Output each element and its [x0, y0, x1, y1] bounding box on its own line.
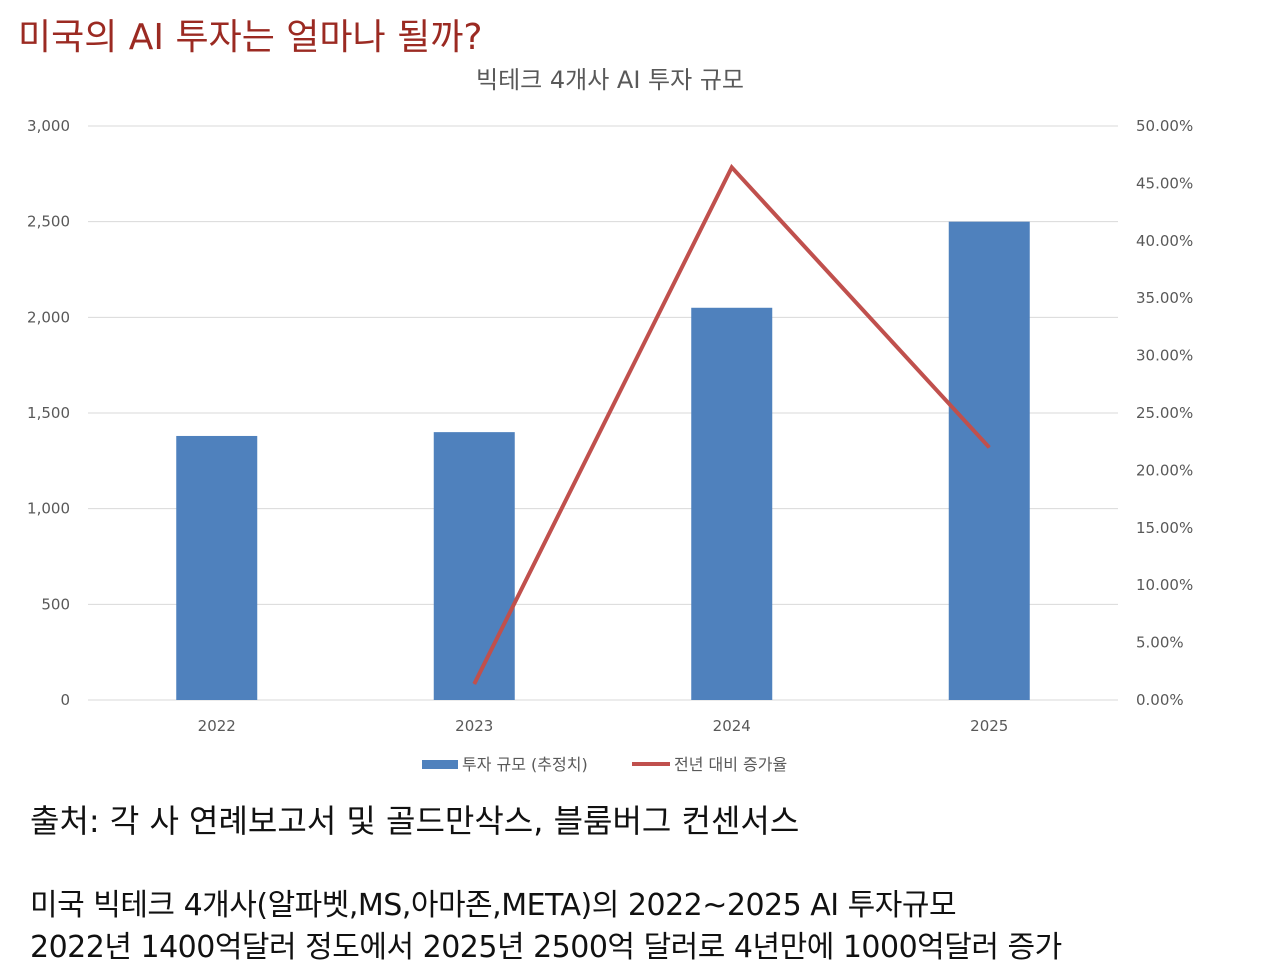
bar-2022 — [176, 435, 258, 700]
chart-title: 빅테크 4개사 AI 투자 규모 — [476, 66, 744, 94]
legend-label-bar: 투자 규모 (추정치) — [462, 755, 588, 774]
y2-tick-label: 20.00% — [1136, 461, 1193, 479]
growth-point-2024 — [731, 166, 733, 168]
x-tick-label: 2023 — [455, 717, 493, 735]
y2-tick-label: 0.00% — [1136, 691, 1184, 709]
description-line-1: 미국 빅테크 4개사(알파벳,MS,아마존,META)의 2022~2025 A… — [30, 888, 957, 923]
y2-tick-label: 5.00% — [1136, 634, 1184, 652]
y2-tick-label: 50.00% — [1136, 117, 1193, 135]
y2-tick-label: 40.00% — [1136, 232, 1193, 250]
growth-point-2023 — [473, 683, 475, 685]
bar-2025 — [948, 221, 1030, 700]
source-note: 출처: 각 사 연례보고서 및 골드만삭스, 블룸버그 컨센서스 — [30, 802, 800, 840]
bar-2024 — [691, 307, 773, 700]
y2-tick-label: 10.00% — [1136, 576, 1193, 594]
left-axis-ticks: 0 500 1,000 1,500 2,000 2,500 3,000 — [27, 117, 70, 709]
gridlines — [88, 125, 1118, 701]
y-tick-label: 1,500 — [27, 404, 70, 422]
x-tick-label: 2022 — [198, 717, 236, 735]
growth-line-series — [472, 163, 991, 685]
x-tick-label: 2024 — [713, 717, 751, 735]
description-line-2: 2022년 1400억달러 정도에서 2025년 2500억 달러로 4년만에 … — [30, 930, 1062, 965]
y-tick-label: 2,000 — [27, 308, 70, 326]
bar-line-combo-chart: 빅테크 4개사 AI 투자 규모 0 500 1,000 1,500 2,000 2,50… — [27, 66, 1193, 774]
legend-label-line: 전년 대비 증가율 — [674, 755, 787, 774]
y2-tick-label: 45.00% — [1136, 174, 1193, 192]
y-tick-label: 3,000 — [27, 117, 70, 135]
x-axis-ticks: 2022 2023 2024 2025 — [198, 717, 1009, 735]
y2-tick-label: 35.00% — [1136, 289, 1193, 307]
page-headline: 미국의 AI 투자는 얼마나 될까? — [18, 17, 483, 58]
y2-tick-label: 15.00% — [1136, 519, 1193, 537]
bar-series — [176, 221, 1030, 700]
x-tick-label: 2025 — [970, 717, 1008, 735]
y-tick-label: 1,000 — [27, 500, 70, 518]
y2-tick-label: 30.00% — [1136, 347, 1193, 365]
y-tick-label: 2,500 — [27, 213, 70, 231]
y-tick-label: 0 — [60, 691, 70, 709]
y-tick-label: 500 — [41, 595, 70, 613]
chart-legend: 투자 규모 (추정치) 전년 대비 증가율 — [422, 755, 787, 774]
growth-point-2025 — [988, 446, 990, 448]
y2-tick-label: 25.00% — [1136, 404, 1193, 422]
right-axis-ticks: 0.00% 5.00% 10.00% 15.00% 20.00% 25.00% 30.00%… — [1136, 117, 1193, 709]
legend-swatch-bar — [422, 760, 458, 769]
bar-2023 — [433, 432, 515, 700]
